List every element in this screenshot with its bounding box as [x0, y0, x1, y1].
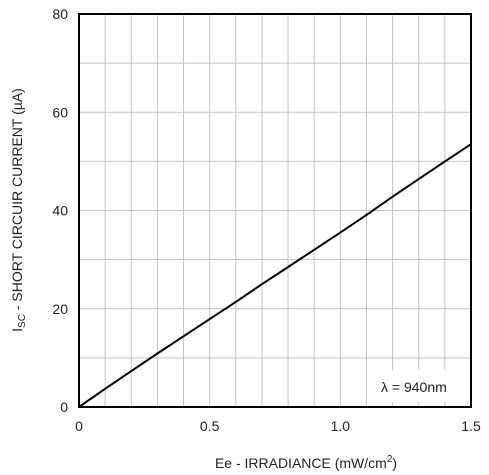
- y-tick-labels: 0 20 40 60 80: [52, 6, 68, 415]
- y-axis-label: ISC - SHORT CIRCUIR CURRENT (µA): [9, 88, 28, 332]
- plot-frame: [78, 13, 472, 408]
- x-tick-labels: 0 0.5 1.0 1.5: [75, 418, 481, 434]
- y-tick-label: 80: [52, 6, 68, 22]
- y-tick-label: 0: [60, 399, 68, 415]
- x-tick-label: 1.0: [331, 418, 351, 434]
- x-tick-label: 0: [75, 418, 83, 434]
- annotation-wavelength: λ = 940nm: [381, 379, 447, 395]
- x-tick-label: 0.5: [200, 418, 220, 434]
- y-tick-label: 20: [52, 301, 68, 317]
- y-tick-label: 40: [52, 203, 68, 219]
- x-axis-label: Ee - IRRADIANCE (mW/cm2): [215, 454, 397, 471]
- y-tick-label: 60: [52, 104, 68, 120]
- series-line: [78, 143, 472, 408]
- annotation-box: [370, 370, 466, 402]
- grid: [79, 14, 471, 407]
- x-tick-label: 1.5: [461, 418, 481, 434]
